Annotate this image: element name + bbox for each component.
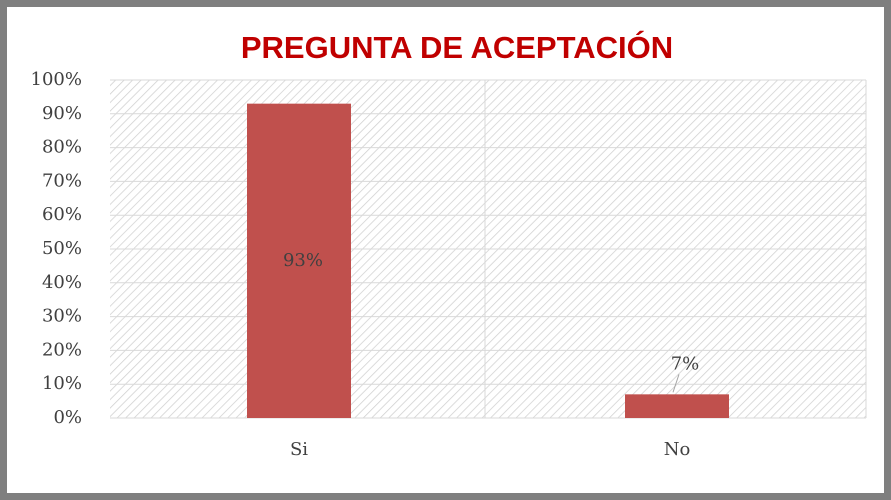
y-tick-label: 70% bbox=[42, 170, 82, 191]
y-tick-label: 10% bbox=[42, 373, 82, 394]
y-tick-label: 30% bbox=[42, 306, 82, 327]
y-tick-label: 80% bbox=[42, 137, 82, 158]
data-label: 93% bbox=[283, 250, 323, 271]
y-tick-label: 40% bbox=[42, 272, 82, 293]
y-tick-label: 0% bbox=[53, 407, 82, 428]
x-tick-label: No bbox=[664, 439, 691, 460]
y-tick-label: 100% bbox=[31, 69, 82, 90]
bar bbox=[247, 103, 351, 418]
y-tick-label: 50% bbox=[42, 238, 82, 259]
y-tick-label: 20% bbox=[42, 339, 82, 360]
bar bbox=[625, 394, 729, 418]
chart-title: PREGUNTA DE ACEPTACIÓN bbox=[241, 29, 673, 65]
x-tick-label: Si bbox=[290, 439, 308, 460]
y-tick-label: 60% bbox=[42, 204, 82, 225]
data-label: 7% bbox=[671, 353, 700, 374]
label-leader bbox=[672, 374, 680, 393]
y-tick-label: 90% bbox=[42, 103, 82, 124]
